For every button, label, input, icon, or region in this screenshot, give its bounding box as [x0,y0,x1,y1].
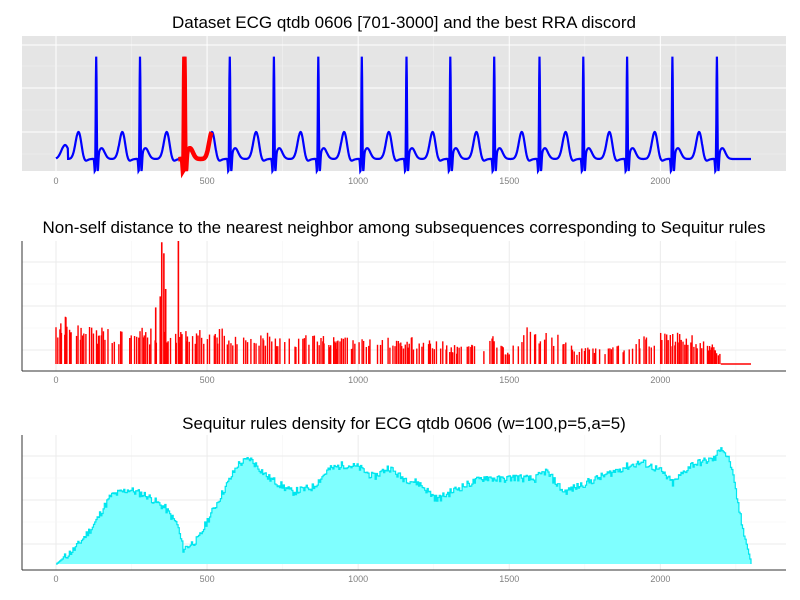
discord-line [177,56,214,179]
x-tick-label: 2000 [650,176,670,186]
x-tick-label: 2000 [650,375,670,385]
x-tick-label: 500 [200,375,215,385]
x-tick-label: 0 [53,375,58,385]
x-tick-label: 1500 [499,176,519,186]
x-tick-labels: 0 500 1000 1500 2000 [53,176,670,186]
density-fill [56,447,751,564]
panel-ecg-signal: 0 500 1000 1500 2000 Dataset ECG qtdb 0606 [… [22,13,786,186]
density-outline [56,447,752,565]
x-tick-label: 0 [53,176,58,186]
x-tick-label: 1000 [348,375,368,385]
x-tick-label: 500 [200,574,215,584]
series-lines [55,56,751,179]
distance-bars [55,241,751,365]
panel-rule-density: 0 500 1000 1500 2000 Sequitur rules density … [21,414,786,584]
x-tick-label: 1000 [348,176,368,186]
panel-nn-distance: 0 500 1000 1500 2000 Non-self distance to th… [21,218,786,385]
panel-title: Sequitur rules density for ECG qtdb 0606… [182,414,626,433]
x-tick-label: 500 [200,176,215,186]
x-tick-label: 1500 [499,574,519,584]
x-tick-label: 1500 [499,375,519,385]
x-tick-label: 2000 [650,574,670,584]
x-tick-labels: 0 500 1000 1500 2000 [53,375,670,385]
panel-title: Non-self distance to the nearest neighbo… [43,218,766,237]
density-area [56,447,752,565]
x-tick-label: 1000 [348,574,368,584]
ecg-signal-line [55,56,751,175]
x-tick-labels: 0 500 1000 1500 2000 [53,574,670,584]
panel-title: Dataset ECG qtdb 0606 [701-3000] and the… [172,13,636,32]
grid-lines [22,241,786,371]
x-tick-label: 0 [53,574,58,584]
